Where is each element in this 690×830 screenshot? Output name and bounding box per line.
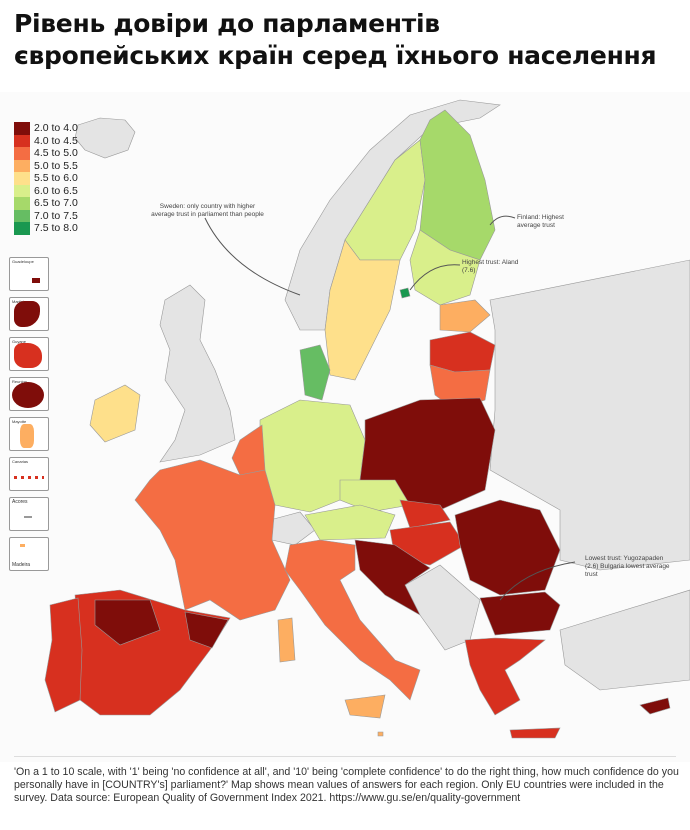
inset-acores: Acores bbox=[9, 497, 49, 531]
legend-item: 5.5 to 6.0 bbox=[14, 172, 78, 185]
legend-swatch bbox=[14, 172, 30, 185]
iceland bbox=[74, 117, 136, 159]
legend-label: 5.0 to 5.5 bbox=[34, 159, 78, 172]
sweden-south bbox=[324, 239, 401, 381]
malta bbox=[377, 731, 384, 737]
inset-label: Madeira bbox=[12, 562, 31, 568]
latvia bbox=[429, 331, 496, 373]
slovakia bbox=[399, 499, 451, 529]
legend-label: 6.0 to 6.5 bbox=[34, 184, 78, 197]
crete bbox=[509, 727, 561, 739]
legend-label: 5.5 to 6.0 bbox=[34, 172, 78, 185]
europe-map bbox=[44, 99, 690, 739]
portugal bbox=[44, 597, 83, 713]
divider bbox=[14, 756, 676, 757]
inset-label: Mayotte bbox=[12, 419, 27, 424]
inset-reunion: Reunion bbox=[9, 377, 49, 411]
inset-label: Acores bbox=[12, 499, 28, 505]
inset-label: Guadeloupe bbox=[12, 259, 34, 264]
bulgaria-arrow bbox=[499, 561, 576, 601]
legend-swatch bbox=[14, 122, 30, 135]
sardinia bbox=[277, 617, 296, 663]
legend-label: 2.0 to 4.0 bbox=[34, 122, 78, 135]
east-non-eu bbox=[489, 259, 690, 571]
legend-label: 4.0 to 4.5 bbox=[34, 134, 78, 147]
inset-canarias: Canarias bbox=[9, 457, 49, 491]
turkey bbox=[559, 589, 690, 691]
legend-swatch bbox=[14, 147, 30, 160]
legend-swatch bbox=[14, 184, 30, 197]
legend-item: 4.0 to 4.5 bbox=[14, 134, 78, 147]
legend-item: 4.5 to 5.0 bbox=[14, 147, 78, 160]
annotation-finland: Finland: Highest average trust bbox=[517, 214, 564, 229]
legend-item: 6.0 to 6.5 bbox=[14, 184, 78, 197]
map bbox=[0, 92, 690, 762]
finland-south bbox=[409, 229, 481, 306]
inset-martinique: Martinique bbox=[9, 297, 49, 331]
legend-swatch bbox=[14, 134, 30, 147]
annotation-aland: Highest trust: Aland (7.6) bbox=[462, 259, 519, 274]
legend-label: 7.0 to 7.5 bbox=[34, 209, 78, 222]
inset-label: Guyane bbox=[12, 339, 27, 344]
denmark bbox=[299, 344, 331, 401]
finland-north bbox=[419, 109, 496, 261]
title-line-2: європейських країн серед їхнього населен… bbox=[14, 41, 657, 70]
inset-mayotte: Mayotte bbox=[9, 417, 49, 451]
spain-central bbox=[94, 599, 161, 646]
legend-item: 7.0 to 7.5 bbox=[14, 209, 78, 222]
estonia bbox=[439, 299, 491, 333]
legend-swatch bbox=[14, 209, 30, 222]
uk bbox=[159, 284, 236, 463]
annotation-sweden: Sweden: only country with higher average… bbox=[151, 203, 264, 218]
ireland bbox=[89, 384, 141, 443]
romania bbox=[454, 499, 561, 596]
inset-label: Canarias bbox=[12, 459, 29, 464]
page-title: Рівень довіри до парламентів європейськи… bbox=[14, 8, 657, 72]
legend-label: 4.5 to 5.0 bbox=[34, 147, 78, 160]
legend-swatch bbox=[14, 197, 30, 210]
title-line-1: Рівень довіри до парламентів bbox=[14, 9, 440, 38]
overseas-insets: Guadeloupe Martinique Guyane Reunion May… bbox=[9, 257, 49, 577]
czechia bbox=[339, 479, 411, 513]
legend-item: 5.0 to 5.5 bbox=[14, 159, 78, 172]
legend-swatch bbox=[14, 222, 30, 235]
legend-item: 2.0 to 4.0 bbox=[14, 122, 78, 135]
legend-item: 6.5 to 7.0 bbox=[14, 197, 78, 210]
slovenia-croatia bbox=[354, 539, 431, 616]
inset-guadeloupe: Guadeloupe bbox=[9, 257, 49, 291]
aland bbox=[399, 287, 411, 299]
legend-item: 7.5 to 8.0 bbox=[14, 222, 78, 235]
inset-guyane: Guyane bbox=[9, 337, 49, 371]
finland-arrow bbox=[489, 215, 516, 226]
catalonia bbox=[184, 611, 229, 649]
italy bbox=[284, 539, 421, 701]
bulgaria bbox=[479, 591, 561, 636]
inset-madeira: Madeira bbox=[9, 537, 49, 571]
austria bbox=[304, 504, 396, 541]
legend-swatch bbox=[14, 159, 30, 172]
netherlands-belgium bbox=[231, 424, 266, 476]
footnote: 'On a 1 to 10 scale, with '1' being 'no … bbox=[14, 766, 679, 804]
greece bbox=[464, 637, 546, 716]
annotation-bulgaria: Lowest trust: Yugozapaden (2.6) Bulgaria… bbox=[585, 555, 670, 578]
inset-label: Reunion bbox=[12, 379, 27, 384]
cyprus bbox=[639, 697, 671, 715]
legend-label: 7.5 to 8.0 bbox=[34, 222, 78, 235]
sicily bbox=[344, 694, 386, 719]
france bbox=[134, 459, 291, 621]
sweden-arrow bbox=[204, 217, 301, 296]
aland-arrow bbox=[409, 264, 461, 291]
legend: 2.0 to 4.0 4.0 to 4.5 4.5 to 5.0 5.0 to … bbox=[14, 122, 78, 235]
legend-label: 6.5 to 7.0 bbox=[34, 197, 78, 210]
